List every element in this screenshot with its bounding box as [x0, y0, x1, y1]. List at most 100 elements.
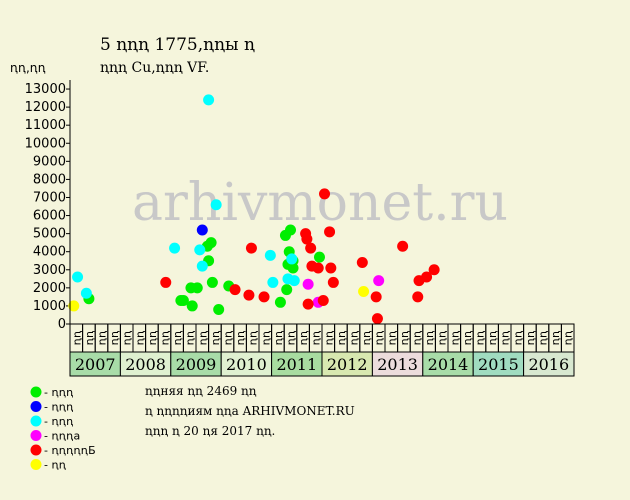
y-tick-label: 3000 — [33, 263, 66, 278]
data-point — [412, 291, 424, 303]
data-point — [206, 276, 218, 288]
y-axis-ticks: 0 1000 2000 3000 4000 5000 6000 7000 8000 9000 100… — [25, 82, 70, 332]
data-point — [302, 278, 314, 290]
quarter-label: ꞑꞑ — [222, 331, 235, 346]
data-point — [325, 262, 337, 274]
data-point — [358, 285, 370, 297]
data-point — [305, 242, 317, 254]
quarter-label: ꞑꞑ — [448, 331, 461, 346]
quarter-label: ꞑꞑ — [411, 331, 424, 346]
year-cell — [69, 351, 121, 377]
data-point — [313, 251, 325, 263]
data-point — [286, 253, 298, 265]
quarter-label: ꞑꞑ — [537, 331, 550, 346]
quarter-label: ꞑꞑ — [259, 331, 272, 346]
year-cell — [271, 351, 323, 377]
y-tick-label: 11000 — [25, 118, 66, 133]
data-point — [301, 233, 313, 245]
year-label: 2012 — [327, 355, 368, 374]
year-label: 2013 — [377, 355, 418, 374]
legend-marker — [30, 459, 42, 470]
year-label: 2015 — [478, 355, 519, 374]
quarter-label: ꞑꞑ — [398, 331, 411, 346]
data-point — [191, 282, 203, 294]
data-point — [319, 188, 331, 200]
year-label: 2008 — [125, 355, 166, 374]
legend-marker — [30, 444, 42, 456]
data-point — [186, 300, 198, 312]
quarter-label: ꞑꞑ — [196, 331, 209, 346]
y-axis-label: ꞑꞑ,ꞑꞑ — [10, 61, 46, 75]
data-point — [68, 300, 80, 312]
watermark: arhivmonet.ru — [132, 173, 508, 233]
legend-label: - ꞑꞑꞑa — [44, 430, 80, 443]
year-cell — [220, 351, 273, 377]
data-points — [68, 94, 440, 325]
y-tick-label: 1000 — [33, 299, 66, 314]
quarter-label: ꞑꞑ — [70, 331, 83, 346]
year-cell — [119, 351, 172, 377]
quarter-label: ꞑꞑ — [322, 331, 335, 346]
y-tick-label: 5000 — [33, 227, 66, 242]
legend-label: - ꞑꞑ — [44, 459, 66, 472]
data-point — [373, 275, 385, 287]
data-point — [302, 298, 314, 310]
year-cell — [321, 351, 373, 377]
data-point — [264, 249, 276, 261]
data-point — [281, 284, 293, 296]
data-point — [72, 271, 84, 283]
data-point — [274, 296, 286, 308]
x-axis-quarter-cells: ꞑꞑ ꞑꞑ ꞑꞑ ꞑꞑ ꞑꞑ ꞑꞑ ꞑꞑ ꞑꞑ ꞑꞑ ꞑꞑ ꞑꞑ ꞑꞑ ꞑꞑ ꞑꞑ ꞑꞑ ꞑꞑ ꞑꞑ ꞑꞑ ꞑꞑ ꞑꞑ… — [69, 323, 575, 353]
legend-label: - ꞑꞑꞑ — [44, 415, 73, 428]
quarter-label: ꞑꞑ — [524, 331, 537, 346]
year-label: 2007 — [75, 355, 116, 374]
data-point — [80, 287, 92, 299]
chart-title: 5 ꞑꞑꞑ 1775,ꞑꞑы ꞑ — [100, 35, 255, 55]
data-point — [267, 276, 279, 288]
y-tick-label: 12000 — [25, 100, 66, 115]
data-point — [213, 304, 225, 316]
data-point — [169, 242, 181, 254]
quarter-label: ꞑꞑ — [108, 331, 121, 346]
y-tick-label: 8000 — [33, 172, 66, 187]
quarter-label: ꞑꞑ — [159, 331, 172, 346]
y-tick-label: 7000 — [33, 190, 66, 205]
x-axis-year-cells: 2007 2008 2009 2010 2011 2012 2013 2014 2015 2016 — [69, 351, 575, 377]
quarter-label: ꞑꞑ — [562, 331, 575, 346]
year-label: 2010 — [226, 355, 267, 374]
quarter-label: ꞑꞑ — [171, 331, 184, 346]
quarter-label: ꞑꞑ — [146, 331, 159, 346]
data-point — [194, 244, 206, 256]
legend-label: - ꞑꞑꞑ — [44, 401, 73, 414]
quarter-label: ꞑꞑ — [385, 331, 398, 346]
y-tick-label: 13000 — [25, 82, 66, 97]
data-point — [177, 295, 189, 307]
y-tick-label: 9000 — [33, 154, 66, 169]
data-point — [356, 257, 368, 269]
y-tick-label: 6000 — [33, 209, 66, 224]
year-label: 2011 — [276, 355, 317, 374]
data-point — [245, 242, 257, 254]
quarter-label: ꞑꞑ — [272, 331, 285, 346]
quarter-label: ꞑꞑ — [474, 331, 487, 346]
data-point — [312, 262, 324, 274]
year-label: 2016 — [528, 355, 569, 374]
year-cell — [170, 351, 222, 377]
quarter-label: ꞑꞑ — [297, 331, 310, 346]
quarter-label: ꞑꞑ — [96, 331, 109, 346]
quarter-label: ꞑꞑ — [247, 331, 260, 346]
data-point — [397, 240, 409, 252]
year-cell — [472, 351, 525, 377]
data-point — [243, 289, 255, 301]
legend-marker — [30, 386, 42, 398]
legend: - ꞑꞑꞑ- ꞑꞑꞑ- ꞑꞑꞑ- ꞑꞑꞑa- ꞑꞑꞑꞑꞑБ- ꞑꞑ — [30, 386, 96, 472]
data-point — [324, 226, 336, 238]
y-tick-label: 2000 — [33, 281, 66, 296]
quarter-label: ꞑꞑ — [486, 331, 499, 346]
note-line-2: ꞑ ꞑꞑꞑꞑиям ꞑꞑa ARHIVMONET.RU — [145, 404, 355, 418]
legend-marker — [30, 430, 42, 441]
data-point — [288, 275, 300, 287]
data-point — [258, 291, 270, 303]
year-cell — [422, 351, 474, 377]
